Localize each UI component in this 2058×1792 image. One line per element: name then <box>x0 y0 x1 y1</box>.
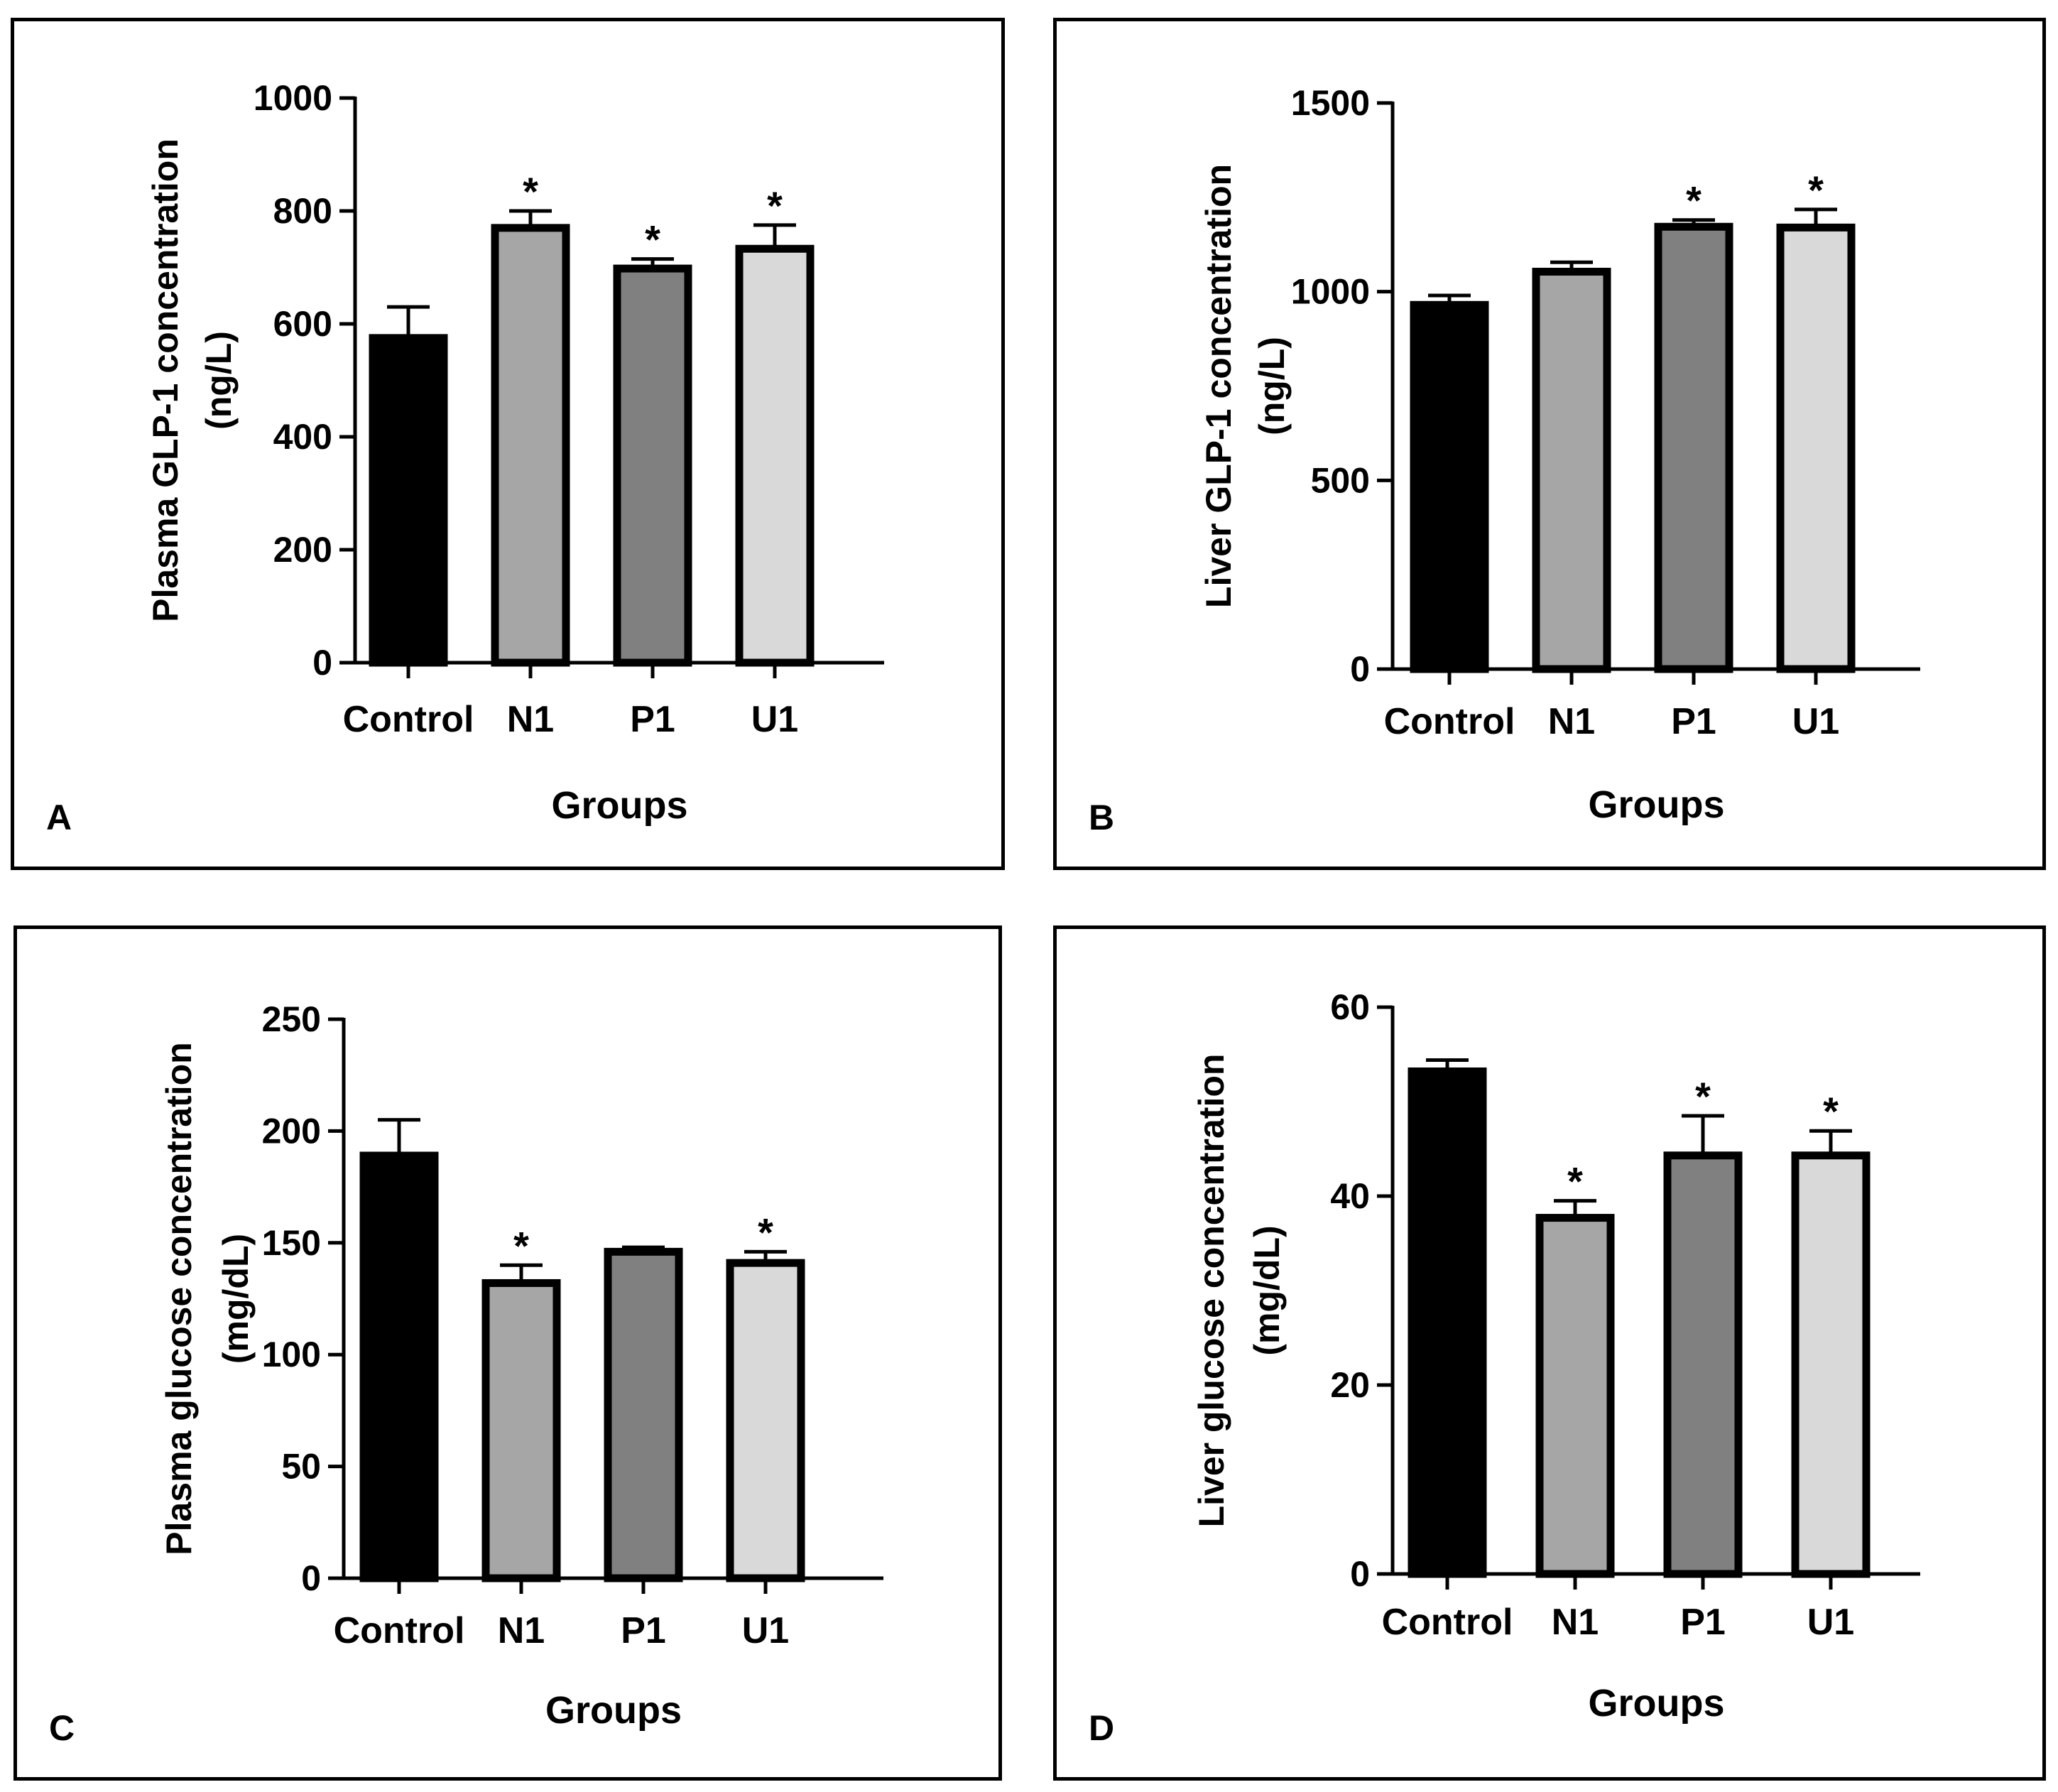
x-tick-label: U1 <box>751 699 798 740</box>
significance-marker: * <box>767 183 783 228</box>
y-tick-label: 600 <box>273 304 332 344</box>
y-tick-label: 1500 <box>1291 83 1370 123</box>
y-tick-label: 0 <box>301 1558 321 1598</box>
x-tick-label: P1 <box>1671 701 1716 742</box>
x-axis-title: Groups <box>1588 1682 1724 1725</box>
y-tick-label: 1000 <box>1291 272 1370 312</box>
y-tick-label: 200 <box>273 530 332 570</box>
chart-panel-a: 0 200 400 600 800 1000 Control * N1 * P1 * U1 Groups P… <box>11 18 1005 870</box>
y-tick-label: 200 <box>262 1111 321 1151</box>
x-tick-label: Control <box>343 699 474 740</box>
y-axis-title: Plasma GLP-1 concentration <box>146 139 185 622</box>
bar-control <box>1408 1067 1487 1578</box>
x-axis-title: Groups <box>545 1689 682 1732</box>
panel-label-b: B <box>1089 798 1115 837</box>
bar-u1 <box>1791 1151 1871 1578</box>
y-tick-label: 20 <box>1330 1365 1370 1405</box>
x-tick-label: N1 <box>498 1610 545 1651</box>
bar-n1 <box>491 224 570 667</box>
y-axis-unit: (ng/L) <box>199 331 239 430</box>
y-axis-unit: (mg/dL) <box>216 1234 256 1364</box>
bar-n1 <box>1532 268 1611 673</box>
y-axis-title: Liver GLP-1 concentration <box>1199 164 1238 608</box>
significance-marker: * <box>523 169 538 214</box>
y-tick-label: 0 <box>1350 1554 1370 1594</box>
y-tick-label: 500 <box>1311 460 1370 500</box>
bar-control <box>369 334 448 667</box>
significance-marker: * <box>1823 1089 1839 1134</box>
bar-control <box>1410 300 1489 673</box>
x-tick-label: P1 <box>621 1610 666 1651</box>
x-axis-title: Groups <box>551 784 687 827</box>
chart-a-svg: 0 200 400 600 800 1000 Control * N1 * P1 * U1 Groups P… <box>146 78 884 827</box>
y-tick-label: 1000 <box>254 78 332 118</box>
panel-label-a: A <box>46 798 72 837</box>
significance-marker: * <box>1567 1159 1583 1204</box>
y-axis-unit: (mg/dL) <box>1247 1225 1287 1355</box>
significance-marker: * <box>758 1210 773 1254</box>
y-tick-label: 50 <box>281 1447 321 1487</box>
significance-marker: * <box>513 1223 529 1268</box>
panel-label-d: D <box>1089 1708 1115 1748</box>
x-tick-label: P1 <box>1680 1602 1726 1643</box>
x-tick-label: N1 <box>1552 1602 1599 1643</box>
y-tick-label: 0 <box>1350 649 1370 689</box>
y-tick-label: 800 <box>273 191 332 231</box>
x-tick-label: Control <box>334 1610 465 1651</box>
significance-marker: * <box>645 217 660 262</box>
y-tick-label: 100 <box>262 1335 321 1374</box>
bar-p1 <box>1654 222 1733 673</box>
y-tick-label: 150 <box>262 1223 321 1263</box>
x-tick-label: N1 <box>507 699 554 740</box>
x-tick-label: P1 <box>630 699 675 740</box>
y-tick-label: 0 <box>312 643 332 683</box>
y-axis-unit: (ng/L) <box>1252 337 1292 435</box>
x-axis-title: Groups <box>1588 783 1724 826</box>
y-axis-title: Liver glucose concentration <box>1192 1054 1231 1528</box>
chart-panel-c: 0 50 100 150 200 250 Control * N1 P1 * U1 Groups Plas… <box>13 925 1002 1781</box>
bar-p1 <box>1663 1151 1743 1578</box>
bar-n1 <box>481 1278 561 1582</box>
y-axis-title: Plasma glucose concentration <box>159 1042 199 1555</box>
chart-panel-b: 0 500 1000 1500 Control N1 * P1 * U1 Groups Liver G… <box>1053 18 2046 870</box>
chart-b-svg: 0 500 1000 1500 Control N1 * P1 * U1 Groups Liver G… <box>1199 83 1920 826</box>
bar-p1 <box>613 264 692 667</box>
significance-marker: * <box>1686 178 1702 223</box>
bar-control <box>359 1151 439 1582</box>
y-tick-label: 60 <box>1330 987 1370 1027</box>
y-tick-label: 400 <box>273 417 332 457</box>
y-tick-label: 250 <box>262 999 321 1039</box>
chart-c-svg: 0 50 100 150 200 250 Control * N1 P1 * U1 Groups Plas… <box>159 999 883 1732</box>
x-tick-label: N1 <box>1548 701 1595 742</box>
bar-p1 <box>604 1247 683 1582</box>
significance-marker: * <box>1808 168 1824 212</box>
y-tick-label: 40 <box>1330 1176 1370 1216</box>
x-tick-label: Control <box>1382 1602 1513 1643</box>
significance-marker: * <box>1695 1074 1711 1119</box>
x-tick-label: U1 <box>1792 701 1839 742</box>
bar-u1 <box>735 244 815 667</box>
panel-label-c: C <box>49 1708 75 1748</box>
x-tick-label: U1 <box>742 1610 789 1651</box>
chart-panel-d: 0 20 40 60 Control * N1 * P1 * U1 Groups Liver gluco… <box>1053 925 2046 1781</box>
chart-d-svg: 0 20 40 60 Control * N1 * P1 * U1 Groups Liver gluco… <box>1192 987 1920 1725</box>
x-tick-label: Control <box>1384 701 1515 742</box>
bar-u1 <box>726 1259 805 1582</box>
bar-u1 <box>1776 223 1856 673</box>
x-tick-label: U1 <box>1807 1602 1854 1643</box>
bar-n1 <box>1535 1214 1615 1578</box>
